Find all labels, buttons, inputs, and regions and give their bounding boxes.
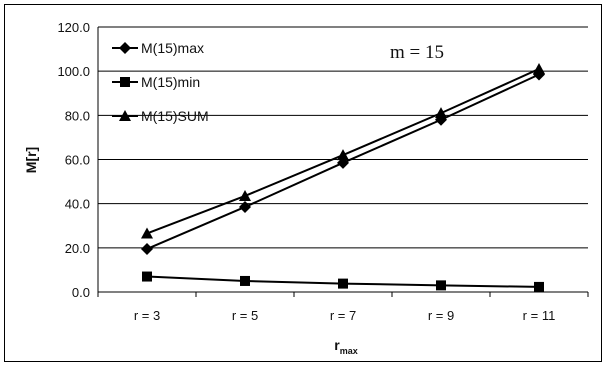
x-tick-label-0: r = 3 xyxy=(134,308,160,323)
x-axis-title-base: r xyxy=(334,337,340,353)
series-2-point-3 xyxy=(435,107,447,119)
legend-label-1: M(15)min xyxy=(141,74,200,90)
x-tick-labels: r = 3 r = 5 r = 7 r = 9 r = 11 xyxy=(134,308,556,323)
legend-label-2: M(15)SUM xyxy=(141,108,209,124)
legend-label-0: M(15)max xyxy=(141,40,204,56)
x-tick-label-2: r = 7 xyxy=(330,308,356,323)
y-tick-label-2: 40.0 xyxy=(65,197,90,212)
y-tick-label-0: 0.0 xyxy=(72,285,90,300)
y-tick-label-5: 100.0 xyxy=(57,64,90,79)
series-2-point-0 xyxy=(141,227,153,239)
series-2-point-1 xyxy=(239,189,251,201)
legend-marker-2 xyxy=(119,110,131,121)
series-0-point-1 xyxy=(239,200,251,213)
legend-marker-1 xyxy=(120,77,130,87)
x-tick-label-1: r = 5 xyxy=(232,308,258,323)
series-group xyxy=(141,62,545,292)
y-axis-title: M[r] xyxy=(23,147,39,173)
grid-lines xyxy=(98,26,588,249)
series-1-point-4 xyxy=(534,281,544,292)
x-tick-label-3: r = 9 xyxy=(428,308,454,323)
legend: M(15)max M(15)min M(15)SUM xyxy=(112,40,209,124)
x-tick-label-4: r = 11 xyxy=(523,308,556,323)
series-2-point-4 xyxy=(533,62,545,74)
x-axis-title-sub: max xyxy=(340,346,358,356)
y-tick-label-3: 60.0 xyxy=(65,153,90,168)
y-tick-label-6: 120.0 xyxy=(57,20,90,35)
series-2-point-2 xyxy=(337,149,349,161)
y-tick-label-4: 80.0 xyxy=(65,108,90,123)
axes xyxy=(97,27,589,297)
y-tick-label-1: 20.0 xyxy=(65,241,90,256)
series-1-point-3 xyxy=(436,280,446,291)
y-tick-labels: 0.0 20.0 40.0 60.0 80.0 100.0 120.0 xyxy=(57,20,90,300)
series-1-point-2 xyxy=(338,278,348,289)
legend-marker-0 xyxy=(119,42,131,54)
chart-annotation: m = 15 xyxy=(390,42,444,63)
series-1-point-1 xyxy=(240,275,250,286)
series-0-point-0 xyxy=(141,242,153,255)
chart-frame xyxy=(4,4,602,362)
x-axis-title: rmax xyxy=(334,337,357,356)
series-1-point-0 xyxy=(142,271,152,282)
